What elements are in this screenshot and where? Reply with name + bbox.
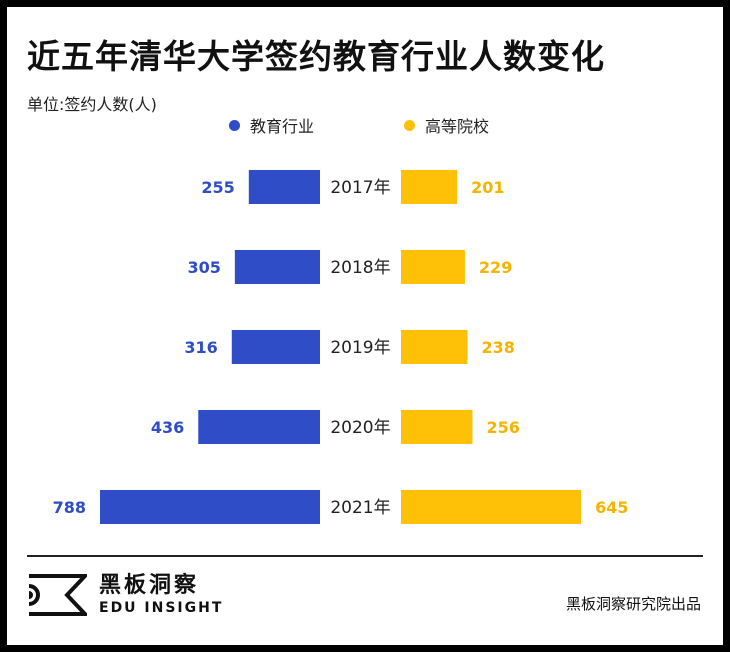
value-label-education: 305 bbox=[187, 258, 220, 277]
legend-education-label: 教育行业 bbox=[250, 117, 315, 136]
bar-education bbox=[231, 330, 320, 364]
category-label: 2019年 bbox=[330, 338, 390, 358]
bar-chart: 2017年 255 201 2018年 305 229 2019年 316 238 2020年 43… bbox=[53, 170, 628, 524]
bar-education bbox=[100, 490, 320, 524]
category-label: 2020年 bbox=[330, 418, 390, 438]
chart-title: 近五年清华大学签约教育行业人数变化 bbox=[27, 37, 605, 76]
footer-divider bbox=[27, 555, 703, 557]
bar-education bbox=[234, 250, 320, 284]
bar-education bbox=[198, 410, 320, 444]
legend-university-dot bbox=[404, 119, 415, 131]
value-label-university: 201 bbox=[471, 178, 504, 197]
bar-university bbox=[401, 410, 473, 444]
value-label-education: 316 bbox=[184, 338, 217, 357]
logo-chinese-name: 黑板洞察 bbox=[99, 573, 200, 598]
bar-education bbox=[248, 170, 320, 204]
category-label: 2021年 bbox=[330, 498, 390, 518]
brand-logo: 黑板洞察 EDU INSIGHT bbox=[27, 573, 223, 617]
bar-university bbox=[401, 170, 458, 204]
edu-insight-logo-icon bbox=[28, 574, 87, 616]
legend-education-dot bbox=[229, 119, 240, 131]
category-label: 2018年 bbox=[330, 258, 390, 278]
bar-university bbox=[401, 250, 465, 284]
chart-card: 近五年清华大学签约教育行业人数变化 单位:签约人数(人) 教育行业 高等院校 2… bbox=[7, 7, 723, 645]
value-label-university: 645 bbox=[595, 498, 628, 517]
legend-university-label: 高等院校 bbox=[425, 117, 490, 136]
value-label-education: 436 bbox=[151, 418, 184, 437]
value-label-university: 238 bbox=[481, 338, 514, 357]
bar-university bbox=[401, 490, 582, 524]
logo-english-name: EDU INSIGHT bbox=[99, 600, 224, 616]
value-label-education: 255 bbox=[201, 178, 234, 197]
bar-university bbox=[401, 330, 468, 364]
legend-education: 教育行业 bbox=[229, 113, 314, 137]
value-label-university: 256 bbox=[486, 418, 519, 437]
value-label-education: 788 bbox=[53, 498, 86, 517]
category-label: 2017年 bbox=[330, 178, 390, 198]
unit-label: 单位:签约人数(人) bbox=[27, 95, 157, 114]
credit-text: 黑板洞察研究院出品 bbox=[565, 595, 701, 613]
legend-university: 高等院校 bbox=[404, 113, 489, 137]
value-label-university: 229 bbox=[479, 258, 512, 277]
